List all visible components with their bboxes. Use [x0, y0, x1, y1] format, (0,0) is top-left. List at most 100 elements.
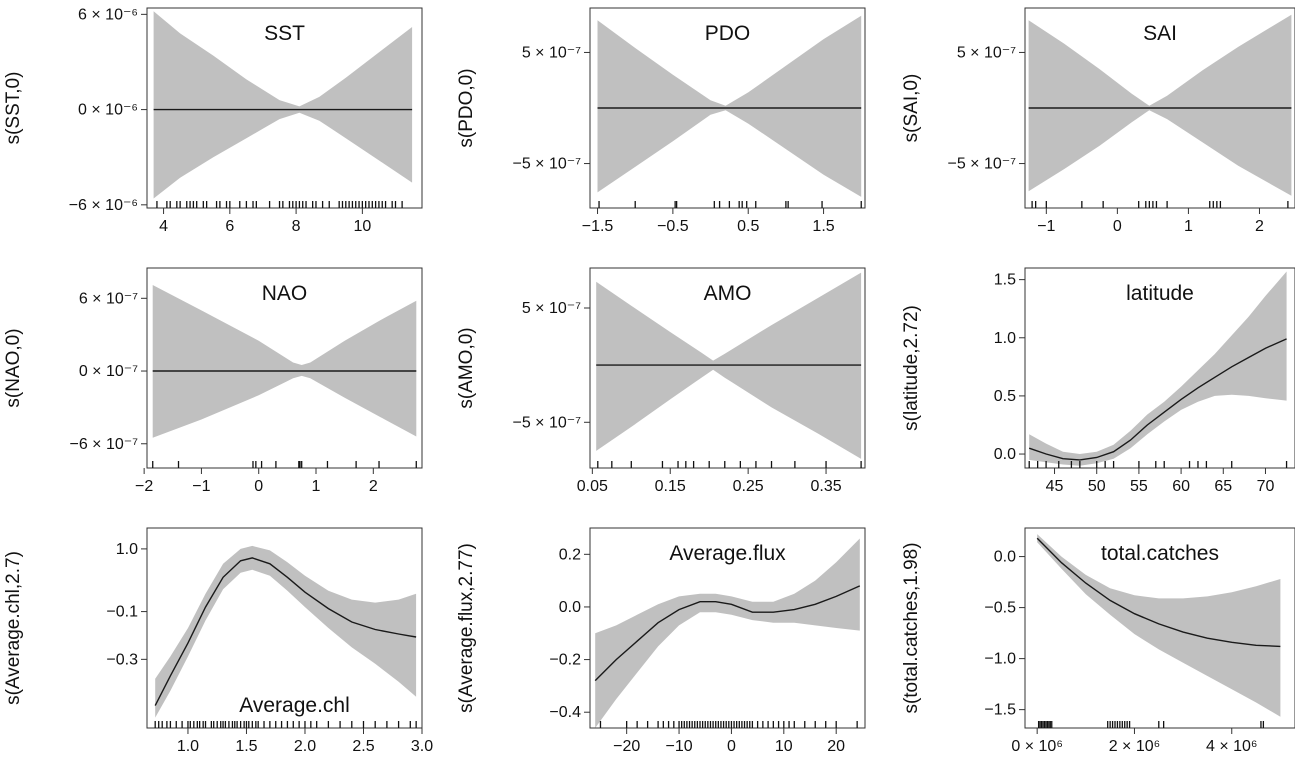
panel-1: −1.5 −0.5 0.5 1.5 5 × 10⁻⁷ −5 × 10⁻⁷ s(PDO,0) P…: [456, 7, 866, 235]
x-tick-label: 2.0: [294, 738, 316, 755]
y-tick-label: −0.4: [549, 704, 581, 721]
x-tick-label: 10: [353, 218, 371, 235]
x-tick-label: −2: [135, 478, 153, 495]
fit-line: [1036, 537, 1281, 648]
plot-frame: [589, 7, 866, 209]
panel-0: 4 6 8 10 6 × 10⁻⁶ 0 × 10⁻⁶ −6 × 10⁻⁶ s(SST,0) SS…: [3, 6, 423, 235]
confidence-band: [1029, 271, 1287, 466]
panel-2: −1 0 1 2 5 × 10⁻⁷ −5 × 10⁻⁷ s(SAI,0) SAI: [901, 7, 1295, 235]
y-tick-label: −5 × 10⁻⁷: [512, 414, 581, 431]
confidence-band: [595, 538, 860, 728]
panel-title: PDO: [705, 22, 751, 45]
x-tick-label: 0: [1113, 218, 1122, 235]
y-tick-label: −0.1: [106, 604, 138, 621]
y-tick-label: 1.0: [116, 541, 138, 558]
y-tick-label: 5 × 10⁻⁷: [522, 44, 581, 61]
x-tick-label: 55: [1130, 478, 1148, 495]
panel-title: Average.flux: [669, 542, 786, 565]
y-axis-label: s(Average.chl,2.7): [3, 551, 24, 705]
panel-4: 0.05 0.15 0.25 0.35 5 × 10⁻⁷ −5 × 10⁻⁷ s(AMO,0…: [456, 267, 866, 495]
x-tick-label: 1: [312, 478, 321, 495]
y-tick-label: −0.2: [549, 652, 581, 669]
y-tick-label: −5 × 10⁻⁷: [947, 156, 1016, 173]
x-tick-label: 2: [369, 478, 378, 495]
plot-frame: [146, 267, 423, 469]
confidence-band: [597, 15, 862, 197]
x-tick-label: 1: [1184, 218, 1193, 235]
panel-title: AMO: [704, 282, 752, 305]
panel-6: 1.0 1.5 2.0 2.5 3.0 1.0 −0.1 −0.3 s(Average.chl,…: [3, 527, 433, 755]
x-tick-label: 4: [159, 218, 168, 235]
y-tick-label: 1.5: [994, 272, 1016, 289]
y-tick-label: 6 × 10⁻⁷: [79, 290, 138, 307]
y-axis-label: s(NAO,0): [3, 328, 24, 407]
x-tick-label: 65: [1214, 478, 1232, 495]
x-tick-label: 20: [827, 738, 845, 755]
plot-frame: [146, 7, 423, 209]
x-tick-label: 0.25: [733, 478, 764, 495]
x-tick-label: 1.5: [812, 218, 834, 235]
x-tick-label: −1.5: [582, 218, 614, 235]
x-tick-label: 0: [727, 738, 736, 755]
y-tick-label: 5 × 10⁻⁷: [957, 44, 1016, 61]
x-tick-label: 1.0: [177, 738, 199, 755]
x-tick-label: 2 × 10⁶: [1109, 738, 1161, 755]
plot-frame: [146, 527, 423, 729]
y-axis-label: s(SST,0): [3, 72, 24, 145]
panel-3: −2 −1 0 1 2 6 × 10⁻⁷ 0 × 10⁻⁷ −6 × 10⁻⁷ s(NAO,0)…: [3, 267, 423, 495]
confidence-band: [152, 285, 417, 438]
plot-frame: [1024, 267, 1295, 469]
x-tick-label: 70: [1257, 478, 1275, 495]
x-tick-label: 6: [225, 218, 234, 235]
plot-frame: [589, 267, 866, 469]
panel-title: SST: [264, 22, 305, 45]
x-tick-label: −10: [665, 738, 692, 755]
x-tick-label: 10: [775, 738, 793, 755]
y-tick-label: −1.0: [984, 651, 1016, 668]
y-tick-label: −5 × 10⁻⁷: [512, 156, 581, 173]
panel-title: total.catches: [1101, 542, 1219, 565]
y-tick-label: −6 × 10⁻⁶: [69, 197, 138, 214]
y-tick-label: 1.0: [994, 330, 1016, 347]
y-tick-label: −0.5: [984, 600, 1016, 617]
y-tick-label: 0.2: [559, 546, 581, 563]
fit-line: [594, 585, 861, 682]
panel-5: 45 50 55 60 65 70 1.5 1.0 0.5 0.0 s(latitude,2.72)…: [901, 267, 1295, 495]
confidence-band: [153, 11, 413, 199]
y-axis-label: s(SAI,0): [901, 74, 922, 143]
y-tick-label: −1.5: [984, 702, 1016, 719]
fit-line: [1028, 338, 1287, 461]
y-axis-label: s(total.catches,1.98): [901, 542, 922, 713]
y-tick-label: 0.5: [994, 388, 1016, 405]
panel-title: latitude: [1126, 282, 1194, 305]
panel-inner-label: Average.chl: [239, 694, 350, 717]
y-tick-label: −0.3: [106, 651, 138, 668]
x-tick-label: 2.5: [352, 738, 374, 755]
fit-line: [154, 557, 417, 706]
panel-7: −20 −10 0 10 20 0.2 0.0 −0.2 −0.4 s(Average.flux,…: [456, 527, 866, 755]
x-tick-label: −1: [192, 478, 210, 495]
y-tick-label: 0.0: [994, 549, 1016, 566]
x-tick-label: 0.15: [655, 478, 686, 495]
y-tick-label: −6 × 10⁻⁷: [69, 436, 138, 453]
y-tick-label: 0.0: [994, 446, 1016, 463]
x-tick-label: 4 × 10⁶: [1206, 738, 1258, 755]
plot-frame: [589, 527, 866, 729]
plot-frame: [1024, 527, 1295, 729]
panel-title: NAO: [262, 282, 308, 305]
x-tick-label: 1.5: [235, 738, 257, 755]
y-tick-label: 0 × 10⁻⁷: [79, 363, 138, 380]
x-tick-label: 2: [1255, 218, 1264, 235]
confidence-band: [155, 545, 417, 718]
panel-8: 0 × 10⁶ 2 × 10⁶ 4 × 10⁶ 0.0 −0.5 −1.0 −1.5 s(to…: [901, 527, 1295, 755]
x-tick-label: 45: [1046, 478, 1064, 495]
x-tick-label: −0.5: [657, 218, 689, 235]
x-tick-label: 60: [1172, 478, 1190, 495]
x-tick-label: 0: [254, 478, 263, 495]
x-tick-label: −20: [613, 738, 640, 755]
y-axis-label: s(Average.flux,2.77): [456, 543, 477, 713]
plot-frame: [1024, 7, 1295, 209]
panel-title: SAI: [1143, 22, 1177, 45]
x-tick-label: −1: [1037, 218, 1055, 235]
